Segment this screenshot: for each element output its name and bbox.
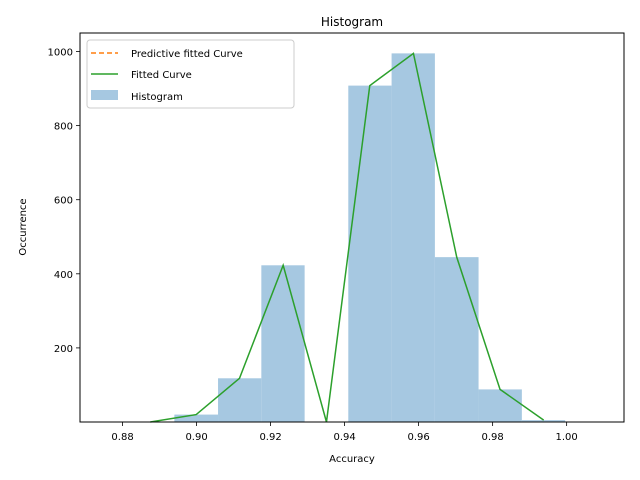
histogram-bar <box>261 265 305 422</box>
histogram-bar <box>434 257 479 422</box>
x-axis-ticks: 0.88 0.90 0.92 0.94 0.96 0.98 1.00 <box>111 422 578 443</box>
legend-swatch-histogram <box>91 90 118 100</box>
x-tick-label: 1.00 <box>556 432 578 443</box>
histogram-bar <box>391 53 435 422</box>
y-tick-label: 600 <box>54 196 73 207</box>
y-axis-ticks: 200 400 600 800 1000 <box>48 48 80 355</box>
x-tick-label: 0.96 <box>407 432 429 443</box>
legend-label-fitted-curve: Fitted Curve <box>131 70 192 81</box>
x-tick-label: 0.94 <box>333 432 355 443</box>
histogram-bar <box>174 414 219 422</box>
y-axis-label: Occurrence <box>18 198 29 255</box>
legend-label-histogram: Histogram <box>131 92 183 103</box>
histogram-bar <box>348 85 392 423</box>
histogram-bar <box>478 389 522 422</box>
x-tick-label: 0.88 <box>111 432 133 443</box>
x-tick-label: 0.98 <box>481 432 503 443</box>
y-tick-label: 200 <box>54 344 73 355</box>
plot-frame <box>79 32 625 423</box>
y-tick-label: 800 <box>54 122 73 133</box>
y-tick-label: 1000 <box>48 48 73 59</box>
x-tick-label: 0.92 <box>259 432 281 443</box>
x-tick-label: 0.90 <box>185 432 207 443</box>
fitted-curve-line <box>150 52 545 423</box>
histogram-bar <box>218 378 262 422</box>
legend: Predictive fitted Curve Fitted Curve His… <box>86 39 295 109</box>
histogram-bar <box>521 420 566 422</box>
legend-box <box>86 39 295 109</box>
x-axis-label: Accuracy <box>329 454 375 465</box>
chart-title: Histogram <box>321 15 383 29</box>
curve-lines <box>150 52 545 423</box>
y-tick-label: 400 <box>54 270 73 281</box>
legend-label-predictive-fitted-curve: Predictive fitted Curve <box>131 49 243 60</box>
histogram-bars <box>174 53 566 423</box>
